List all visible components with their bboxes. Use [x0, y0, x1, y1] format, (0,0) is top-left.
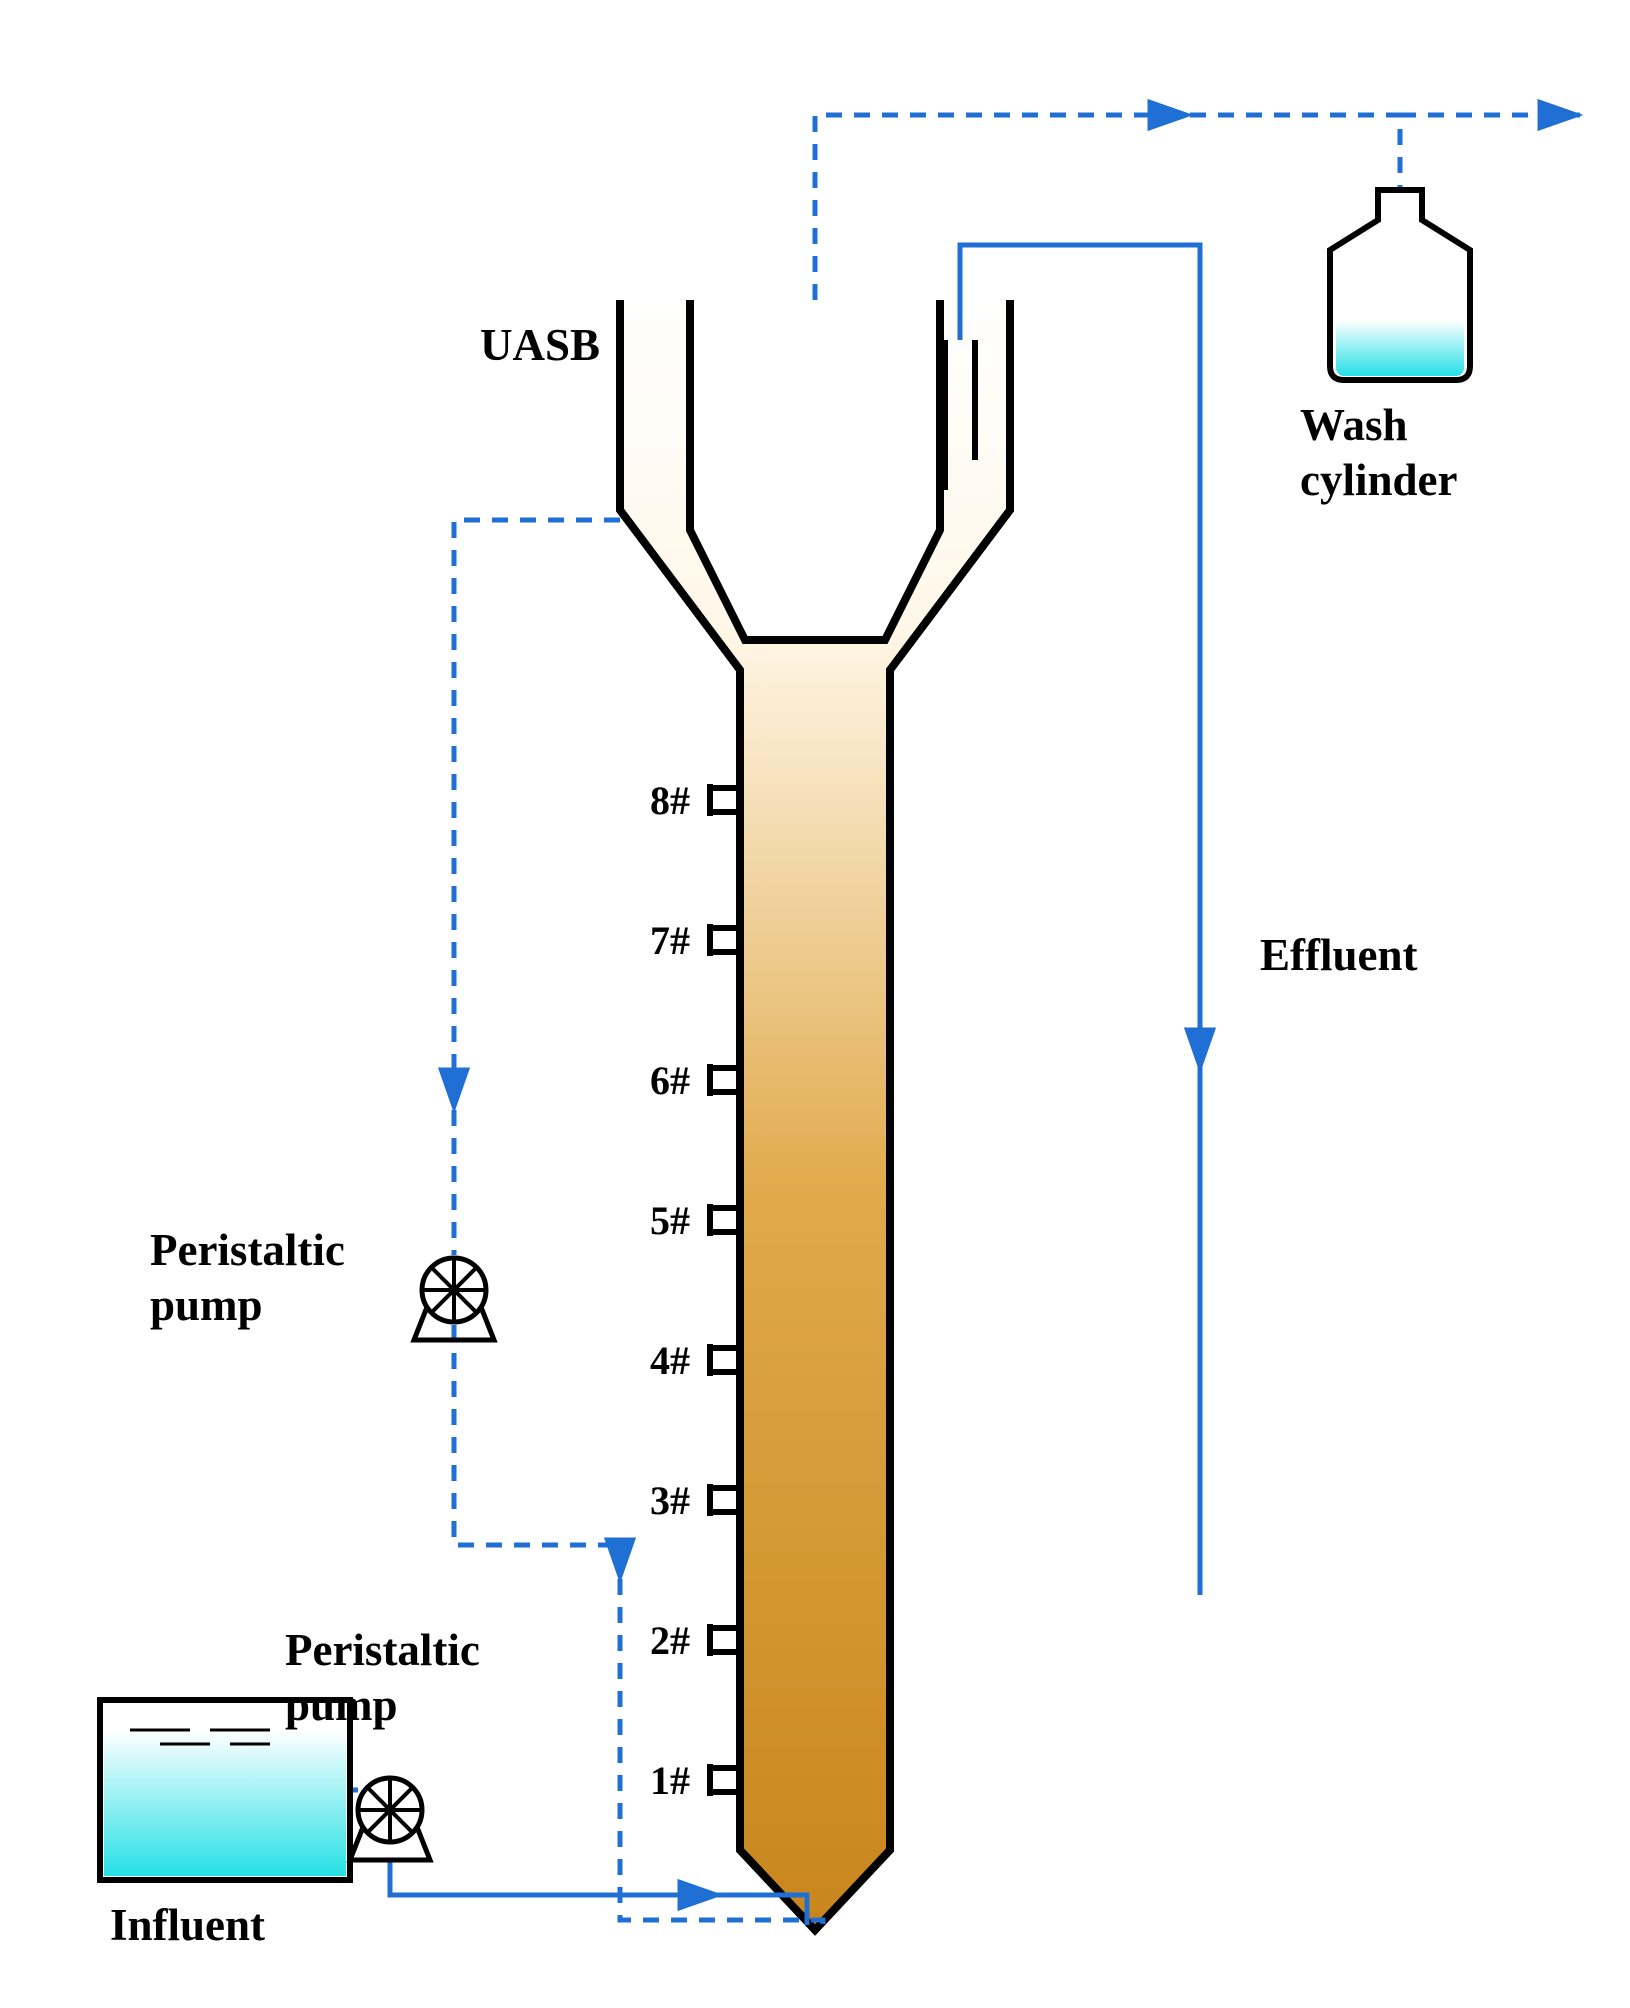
pump-influent-label-1: Peristaltic — [285, 1625, 480, 1675]
wash-label-1: Wash — [1300, 400, 1408, 450]
port-label-3#: 3# — [650, 1478, 690, 1523]
influent-tank-water — [104, 1730, 346, 1876]
port-label-7#: 7# — [650, 918, 690, 963]
port-label-5#: 5# — [650, 1198, 690, 1243]
port-label-6#: 6# — [650, 1058, 690, 1103]
flow-arrow — [1538, 100, 1582, 131]
gas-separator-funnel — [690, 300, 940, 640]
flow-arrow — [1148, 100, 1192, 131]
influent-line-b — [390, 1862, 807, 1925]
port-label-2#: 2# — [650, 1618, 690, 1663]
port-2# — [710, 1624, 740, 1656]
flow-arrow — [1185, 1028, 1216, 1072]
port-1# — [710, 1764, 740, 1796]
port-8# — [710, 784, 740, 816]
pump-influent-label-2: pump — [285, 1680, 398, 1730]
port-label-4#: 4# — [650, 1338, 690, 1383]
flow-arrow — [678, 1880, 722, 1911]
port-4# — [710, 1344, 740, 1376]
peristaltic-pump-influent-impeller — [358, 1778, 422, 1842]
wash-cylinder-water — [1336, 320, 1464, 376]
uasb-label: UASB — [480, 320, 600, 370]
port-label-8#: 8# — [650, 778, 690, 823]
effluent-label: Effluent — [1260, 930, 1418, 980]
port-3# — [710, 1484, 740, 1516]
influent-label: Influent — [110, 1900, 265, 1950]
flow-arrow — [439, 1068, 470, 1112]
port-label-1#: 1# — [650, 1758, 690, 1803]
port-7# — [710, 924, 740, 956]
wash-label-2: cylinder — [1300, 455, 1457, 505]
peristaltic-pump-recycle-impeller — [422, 1258, 486, 1322]
flow-arrow — [605, 1538, 636, 1582]
pump-recycle-label-1: Peristaltic — [150, 1225, 345, 1275]
pump-recycle-label-2: pump — [150, 1280, 263, 1330]
port-6# — [710, 1064, 740, 1096]
port-5# — [710, 1204, 740, 1236]
